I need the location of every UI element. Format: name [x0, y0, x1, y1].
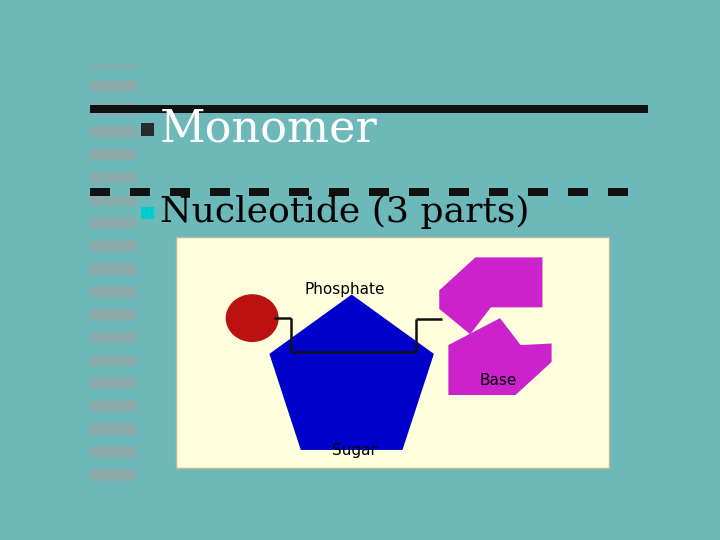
FancyBboxPatch shape: [409, 188, 429, 196]
FancyBboxPatch shape: [90, 80, 138, 92]
FancyBboxPatch shape: [90, 57, 138, 69]
FancyBboxPatch shape: [628, 188, 648, 196]
FancyBboxPatch shape: [90, 194, 138, 206]
FancyBboxPatch shape: [249, 188, 269, 196]
FancyBboxPatch shape: [568, 188, 588, 196]
FancyBboxPatch shape: [90, 149, 138, 160]
Text: Phosphate: Phosphate: [304, 282, 384, 297]
Text: Base: Base: [480, 373, 516, 388]
FancyBboxPatch shape: [90, 103, 138, 114]
Ellipse shape: [225, 294, 279, 342]
FancyBboxPatch shape: [429, 188, 449, 196]
FancyBboxPatch shape: [329, 188, 349, 196]
FancyBboxPatch shape: [90, 332, 138, 343]
FancyBboxPatch shape: [489, 188, 508, 196]
FancyBboxPatch shape: [90, 126, 138, 138]
FancyBboxPatch shape: [90, 105, 648, 113]
FancyBboxPatch shape: [189, 188, 210, 196]
FancyBboxPatch shape: [269, 188, 289, 196]
FancyBboxPatch shape: [90, 377, 138, 389]
FancyBboxPatch shape: [369, 188, 389, 196]
FancyBboxPatch shape: [90, 355, 138, 366]
Text: Monomer: Monomer: [160, 107, 377, 151]
FancyBboxPatch shape: [90, 469, 138, 481]
FancyBboxPatch shape: [150, 188, 170, 196]
FancyBboxPatch shape: [230, 188, 249, 196]
FancyBboxPatch shape: [549, 188, 568, 196]
FancyBboxPatch shape: [90, 446, 138, 458]
FancyBboxPatch shape: [90, 309, 138, 321]
FancyBboxPatch shape: [90, 400, 138, 412]
FancyBboxPatch shape: [170, 188, 189, 196]
FancyBboxPatch shape: [349, 188, 369, 196]
Polygon shape: [449, 318, 552, 395]
FancyBboxPatch shape: [389, 188, 409, 196]
FancyBboxPatch shape: [309, 188, 329, 196]
FancyBboxPatch shape: [289, 188, 309, 196]
FancyBboxPatch shape: [130, 188, 150, 196]
FancyBboxPatch shape: [90, 218, 138, 229]
FancyBboxPatch shape: [176, 238, 609, 468]
FancyBboxPatch shape: [210, 188, 230, 196]
Text: Nucleotide (3 parts): Nucleotide (3 parts): [160, 195, 529, 230]
FancyBboxPatch shape: [90, 240, 138, 252]
Polygon shape: [439, 258, 542, 334]
FancyBboxPatch shape: [90, 263, 138, 275]
FancyBboxPatch shape: [141, 123, 153, 136]
FancyBboxPatch shape: [90, 423, 138, 435]
FancyBboxPatch shape: [90, 286, 138, 298]
FancyBboxPatch shape: [90, 172, 138, 183]
Polygon shape: [269, 294, 434, 450]
FancyBboxPatch shape: [528, 188, 549, 196]
FancyBboxPatch shape: [508, 188, 528, 196]
FancyBboxPatch shape: [110, 188, 130, 196]
FancyBboxPatch shape: [469, 188, 489, 196]
FancyBboxPatch shape: [608, 188, 628, 196]
FancyBboxPatch shape: [588, 188, 608, 196]
FancyBboxPatch shape: [90, 188, 110, 196]
Text: Sugar: Sugar: [332, 443, 377, 458]
FancyBboxPatch shape: [141, 207, 153, 219]
FancyBboxPatch shape: [449, 188, 469, 196]
